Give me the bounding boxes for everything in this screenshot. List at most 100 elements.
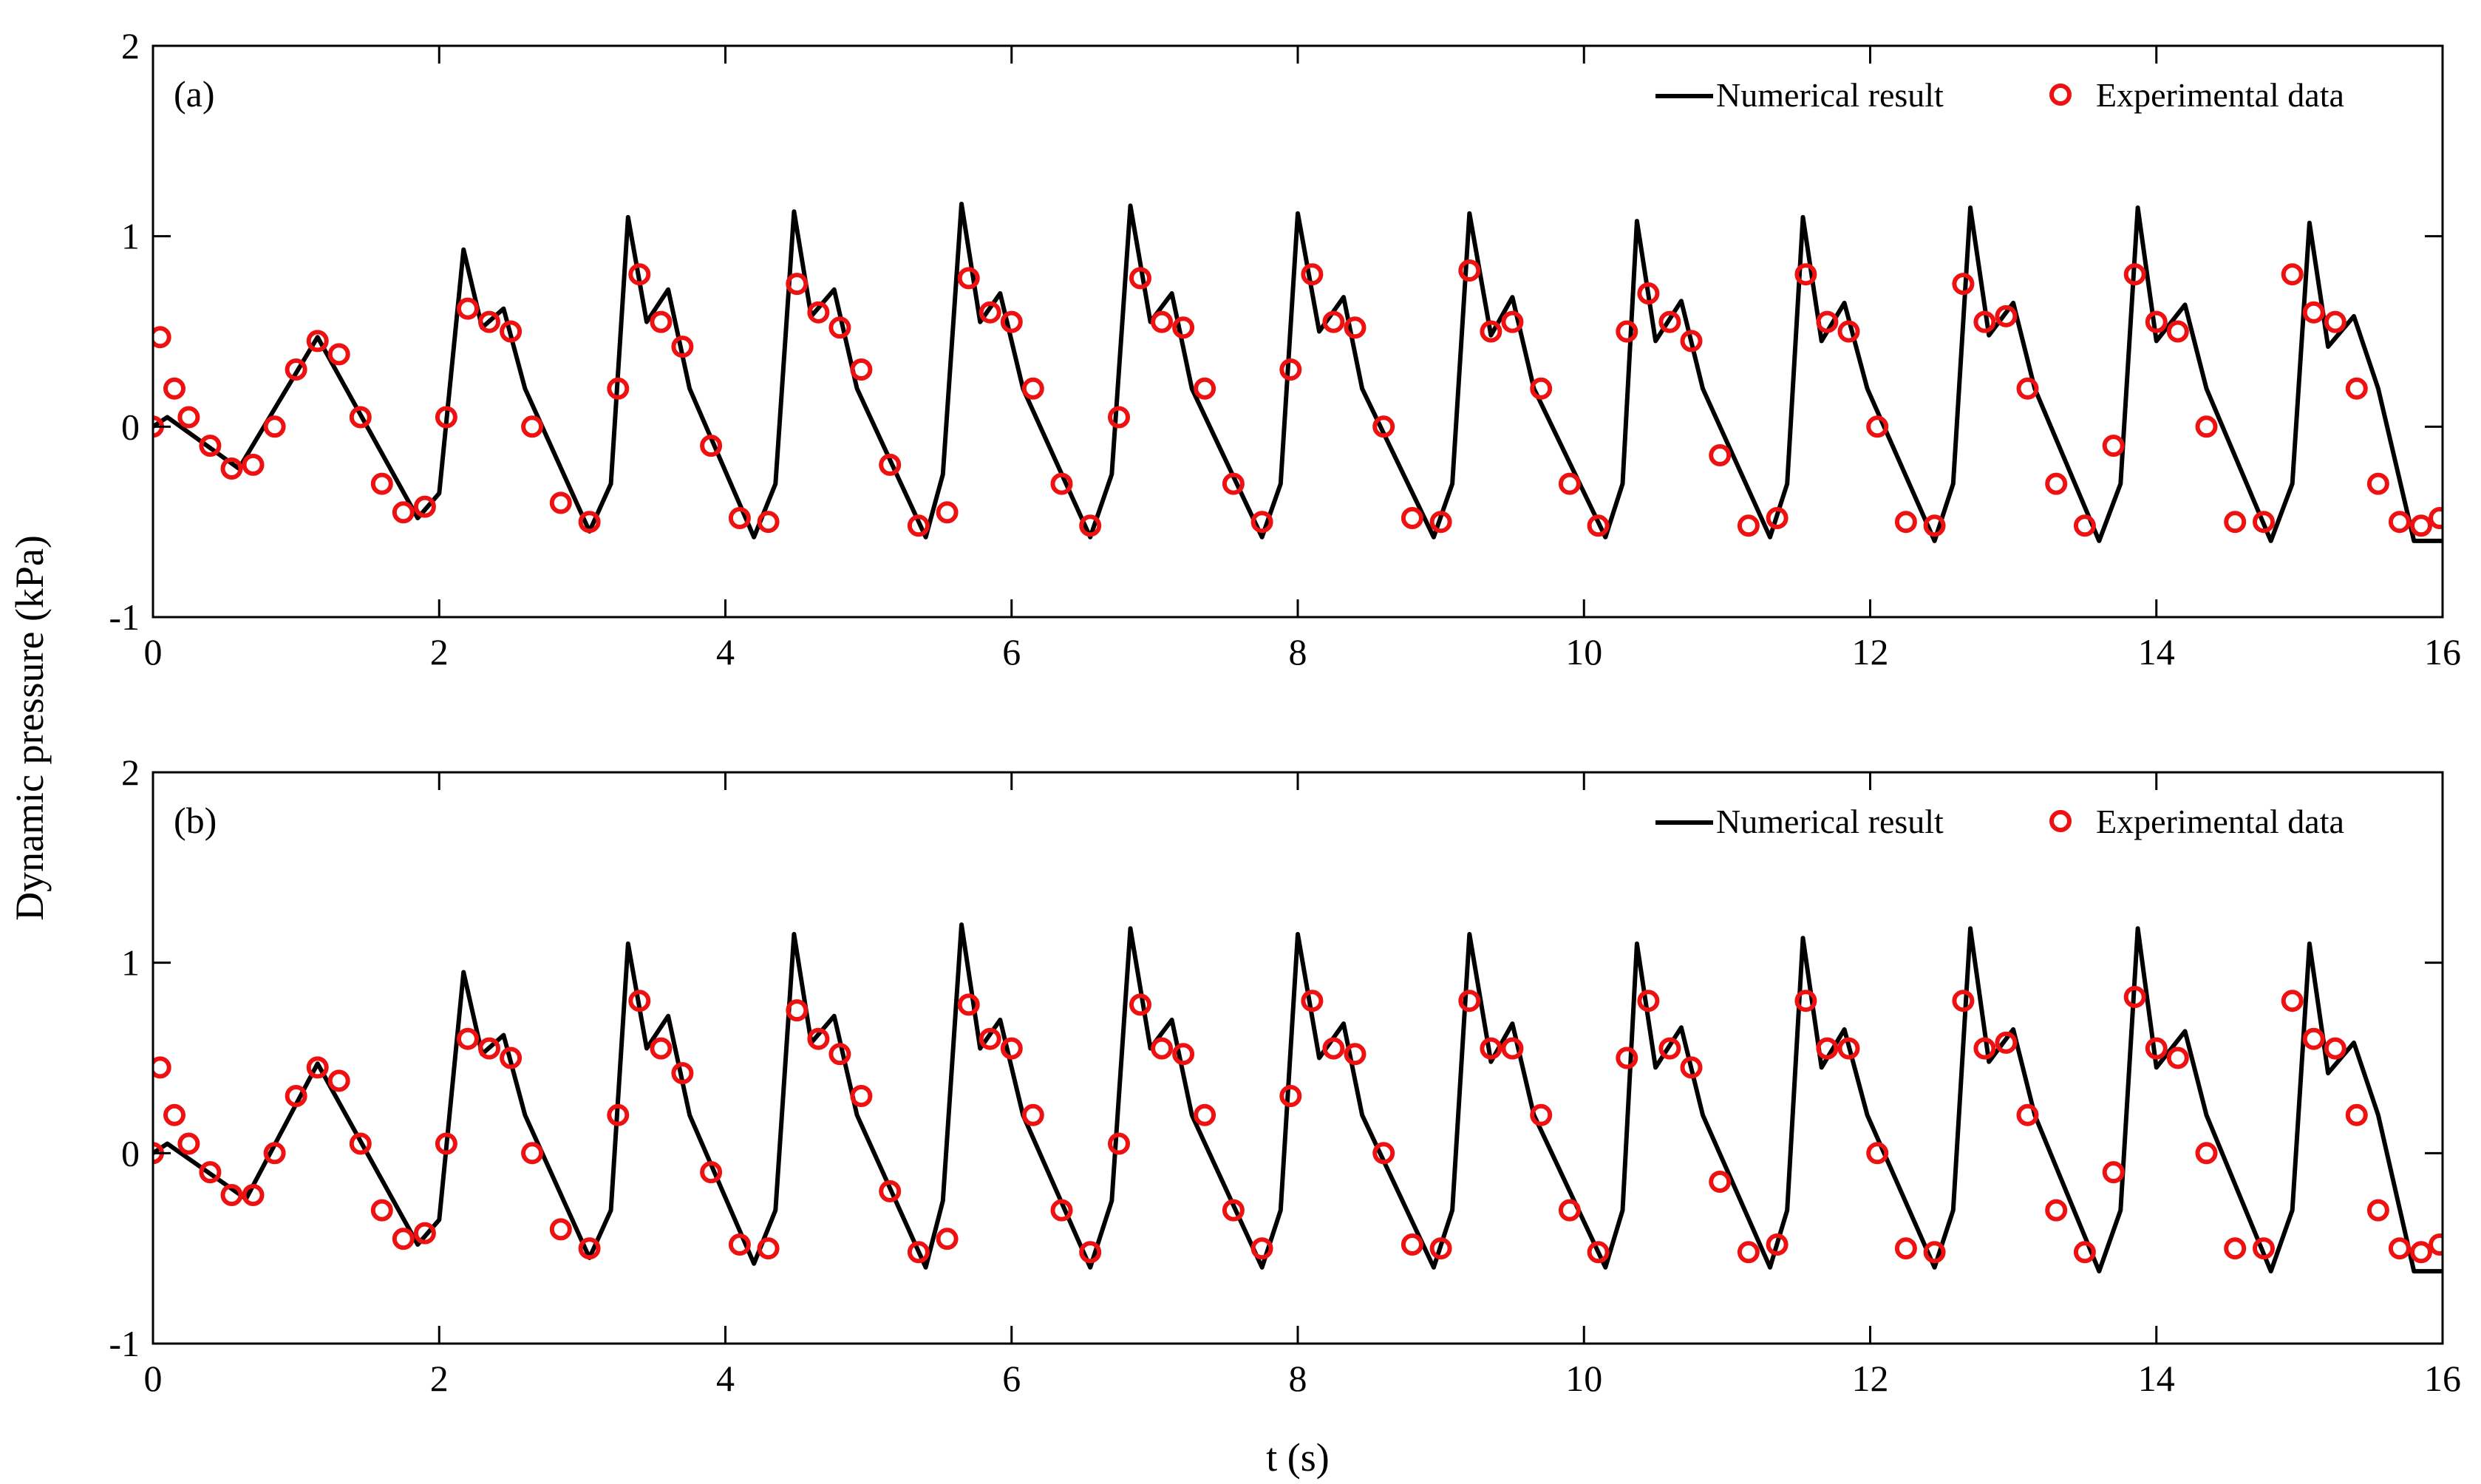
experimental-data-point xyxy=(879,1180,902,1202)
experimental-data-point xyxy=(242,453,265,476)
experimental-data-point xyxy=(2345,377,2368,400)
experimental-data-point xyxy=(1000,310,1023,333)
experimental-data-point xyxy=(828,1043,851,1066)
numerical-result-line xyxy=(153,922,2443,1274)
experimental-data-point xyxy=(1250,511,1273,534)
experimental-data-point xyxy=(671,1062,694,1085)
experimental-data-point xyxy=(500,320,523,343)
experimental-data-point xyxy=(728,1233,751,1256)
experimental-data-point xyxy=(2281,990,2304,1012)
legend: Numerical result Experimental data xyxy=(1655,803,2344,840)
experimental-data-point xyxy=(1194,1103,1216,1126)
x-tick-label: 6 xyxy=(1002,1358,1021,1399)
experimental-data-point xyxy=(786,999,809,1022)
experimental-data-point xyxy=(2302,1027,2325,1050)
experimental-data-point xyxy=(2195,1142,2218,1165)
experimental-data-point xyxy=(650,1037,673,1060)
experimental-data-point xyxy=(1129,267,1151,290)
experimental-data-point xyxy=(2224,1237,2247,1260)
experimental-data-point xyxy=(850,1085,873,1107)
experimental-data-point xyxy=(549,491,572,514)
y-tick-label: 0 xyxy=(121,406,140,447)
experimental-data-point xyxy=(220,1184,243,1206)
y-tick-label: 1 xyxy=(121,942,140,984)
experimental-data-point xyxy=(1766,1233,1789,1256)
experimental-data-point xyxy=(2102,435,2125,457)
x-tick-label: 8 xyxy=(1289,1358,1307,1399)
experimental-data-point xyxy=(1952,990,1975,1012)
experimental-data-point xyxy=(1923,514,1946,537)
experimental-data-point xyxy=(1866,1142,1889,1165)
experimental-data-point xyxy=(2253,1237,2275,1260)
experimental-data-point xyxy=(1637,990,1660,1012)
x-tick-label: 14 xyxy=(2138,1358,2175,1399)
experimental-data-point xyxy=(478,310,500,333)
experimental-data-point xyxy=(500,1046,523,1069)
y-tick-label: 2 xyxy=(121,752,140,793)
experimental-data-point xyxy=(1079,514,1102,537)
experimental-data-point xyxy=(1322,310,1345,333)
experimental-data-point xyxy=(2073,514,2096,537)
experimental-data-point xyxy=(153,326,171,349)
experimental-data-point xyxy=(177,1132,200,1155)
experimental-data-point xyxy=(1021,377,1044,400)
experimental-data-point xyxy=(1894,511,1917,534)
experimental-data-point xyxy=(1637,282,1660,304)
experimental-data-point xyxy=(1322,1037,1345,1060)
experimental-data-point xyxy=(1458,990,1481,1012)
experimental-data-point xyxy=(163,377,186,400)
experimental-data-point xyxy=(1587,514,1610,537)
experimental-data-point xyxy=(1794,990,1817,1012)
experimental-data-point xyxy=(2102,1161,2125,1184)
experimental-data-point xyxy=(1530,1103,1553,1126)
experimental-data-point xyxy=(1866,415,1889,438)
experimental-data-point xyxy=(349,1132,372,1155)
experimental-data-point xyxy=(2253,511,2275,534)
experimental-data-point xyxy=(2045,472,2068,495)
experimental-data-point xyxy=(578,1237,601,1260)
experimental-data-point xyxy=(435,1132,457,1155)
experimental-data-point xyxy=(1480,1037,1502,1060)
x-tick-label: 12 xyxy=(1852,631,1889,673)
experimental-data-point xyxy=(850,358,873,381)
x-tick-label: 6 xyxy=(1002,631,1021,673)
experimental-data-point xyxy=(1050,1199,1073,1222)
experimental-data-point xyxy=(1837,320,1860,343)
x-tick-label: 8 xyxy=(1289,631,1307,673)
experimental-data-point xyxy=(1894,1237,1917,1260)
x-tick-label: 14 xyxy=(2138,631,2175,673)
experimental-data-point xyxy=(1050,472,1073,495)
experimental-data-point xyxy=(153,1056,171,1079)
x-tick-label: 4 xyxy=(716,631,735,673)
experimental-data-point xyxy=(2016,1103,2039,1126)
experimental-data-point xyxy=(413,495,436,518)
experimental-data-point xyxy=(1816,310,1839,333)
experimental-data-point xyxy=(521,415,544,438)
experimental-data-point xyxy=(936,1228,959,1250)
experimental-data-point xyxy=(1837,1037,1860,1060)
experimental-data-point xyxy=(2324,1037,2346,1060)
experimental-data-point xyxy=(1079,1241,1102,1264)
experimental-data-point xyxy=(327,343,350,366)
experimental-data-point xyxy=(2123,263,2146,286)
experimental-data-point xyxy=(650,310,673,333)
x-tick-label: 0 xyxy=(144,1358,163,1399)
experimental-data-point xyxy=(1973,1037,1996,1060)
experimental-data-point xyxy=(263,1142,286,1165)
y-tick-label: 2 xyxy=(121,25,140,67)
y-tick-label: -1 xyxy=(109,1323,140,1364)
experimental-data-point xyxy=(757,511,780,534)
experimental-data-point xyxy=(242,1184,265,1206)
experimental-data-point xyxy=(2324,310,2346,333)
legend-marker-swatch xyxy=(2049,810,2072,832)
experimental-data-point xyxy=(1923,1241,1946,1264)
experimental-data-point xyxy=(327,1069,350,1092)
experimental-data-point xyxy=(578,511,601,534)
experimental-data-point xyxy=(607,1103,630,1126)
experimental-data-point xyxy=(263,415,286,438)
experimental-data-point xyxy=(1344,316,1367,339)
experimental-data-point xyxy=(2302,301,2325,324)
experimental-data-point xyxy=(1616,320,1638,343)
